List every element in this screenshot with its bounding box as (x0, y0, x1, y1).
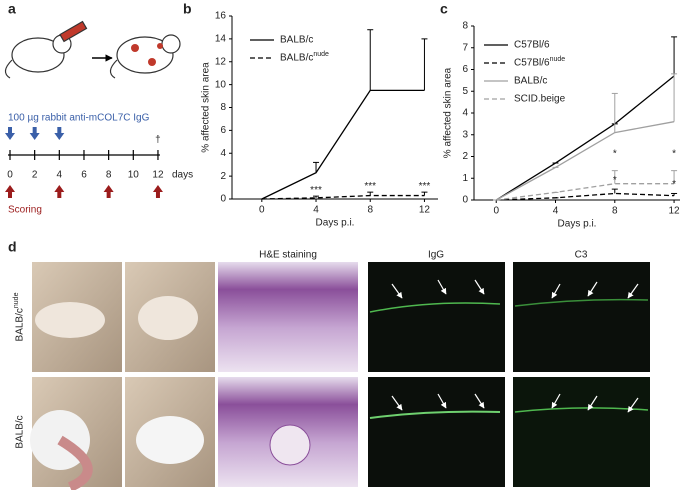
y-tick-label: 1 (462, 173, 468, 184)
y-tick-label: 0 (462, 195, 468, 206)
scoring-text: Scoring (8, 205, 42, 216)
error-bar (367, 191, 374, 196)
legend-label: C57Bl/6 (514, 40, 550, 51)
legend-label: SCID.beige (514, 94, 566, 105)
error-bar (313, 161, 320, 173)
significance-mark: * (672, 148, 676, 159)
series-line (495, 121, 675, 201)
timeline-tick-label: 6 (81, 170, 87, 181)
scoring-arrow (5, 185, 15, 198)
error-bar (313, 195, 320, 198)
mouse-illustration (4, 20, 181, 79)
panel-label: c (440, 1, 448, 17)
timeline-tick-label: 10 (128, 170, 140, 181)
legend-label: BALB/c (280, 35, 313, 46)
row-label: BALB/c (15, 415, 26, 448)
timeline-tick-label: 4 (57, 170, 63, 181)
scoring-arrow (54, 185, 65, 198)
injection-arrow (5, 127, 15, 140)
column-header: C3 (575, 250, 588, 261)
error-bar (671, 170, 678, 184)
x-tick-label: 8 (612, 206, 618, 217)
series-line (261, 89, 425, 200)
y-tick-label: 6 (220, 125, 226, 136)
y-tick-label: 4 (462, 108, 468, 119)
error-bar (671, 36, 678, 77)
series-line (495, 75, 675, 201)
x-tick-label: 0 (259, 205, 265, 216)
injection-arrow (29, 127, 40, 140)
significance-mark: *** (419, 181, 431, 192)
error-bar (367, 29, 374, 91)
x-tick-label: 12 (419, 205, 431, 216)
superscript: nude (313, 51, 329, 58)
end-mark: † (155, 135, 161, 146)
x-tick-label: 8 (367, 205, 373, 216)
significance-mark: * (613, 175, 617, 186)
error-bar (671, 192, 678, 196)
error-bar (611, 188, 618, 194)
y-tick-label: 6 (462, 64, 468, 75)
x-tick-label: 4 (553, 206, 559, 217)
timeline-unit: days (172, 170, 193, 181)
column-header: IgG (428, 250, 444, 261)
y-tick-label: 4 (220, 148, 226, 159)
y-tick-label: 8 (220, 102, 226, 113)
x-tick-label: 4 (313, 205, 319, 216)
injection-arrow (54, 127, 65, 140)
y-tick-label: 0 (220, 194, 226, 205)
x-axis-label: Days p.i. (558, 219, 597, 230)
error-bar (421, 191, 428, 196)
y-tick-label: 5 (462, 86, 468, 97)
scoring-arrow (103, 185, 114, 198)
panel-label: b (183, 1, 192, 17)
y-tick-label: 10 (215, 79, 227, 90)
error-bar (611, 92, 618, 133)
superscript: nude (13, 292, 20, 308)
row-label: BALB/cnude (13, 292, 26, 341)
series-line (261, 194, 425, 200)
x-tick-label: 0 (493, 206, 499, 217)
timeline-tick-label: 0 (7, 170, 13, 181)
series-line (496, 192, 675, 201)
y-tick-label: 2 (462, 151, 468, 162)
photo-grid (30, 262, 650, 490)
scoring-arrow (152, 185, 163, 198)
y-tick-label: 8 (462, 21, 468, 32)
series-line (496, 183, 675, 201)
injection-text: 100 µg rabbit anti-mCOL7C IgG (8, 113, 150, 124)
x-axis-label: Days p.i. (316, 218, 355, 229)
y-tick-label: 12 (215, 56, 227, 67)
y-tick-label: 14 (215, 34, 227, 45)
y-tick-label: 16 (215, 11, 227, 22)
x-tick-label: 12 (669, 206, 681, 217)
superscript: nude (550, 56, 566, 63)
significance-mark: *** (364, 181, 376, 192)
y-tick-label: 3 (462, 129, 468, 140)
panel-label: a (8, 1, 16, 17)
timeline-tick-label: 8 (106, 170, 112, 181)
error-bar (421, 38, 428, 91)
legend-label: C57Bl/6nude (514, 56, 565, 69)
legend-label: BALB/cnude (280, 51, 329, 64)
significance-mark: *** (310, 185, 322, 196)
panel-label: d (8, 239, 17, 255)
legend-label: BALB/c (514, 76, 547, 87)
y-tick-label: 2 (220, 171, 226, 182)
error-bar (671, 73, 678, 122)
timeline-tick-label: 2 (32, 170, 38, 181)
y-tick-label: 7 (462, 42, 468, 53)
significance-mark: * (613, 148, 617, 159)
column-header: H&E staining (259, 250, 317, 261)
y-axis-label: % affected skin area (443, 67, 454, 158)
y-axis-label: % affected skin area (201, 62, 212, 153)
timeline-tick-label: 12 (152, 170, 164, 181)
error-bar (611, 170, 618, 184)
significance-mark: * (672, 179, 676, 190)
